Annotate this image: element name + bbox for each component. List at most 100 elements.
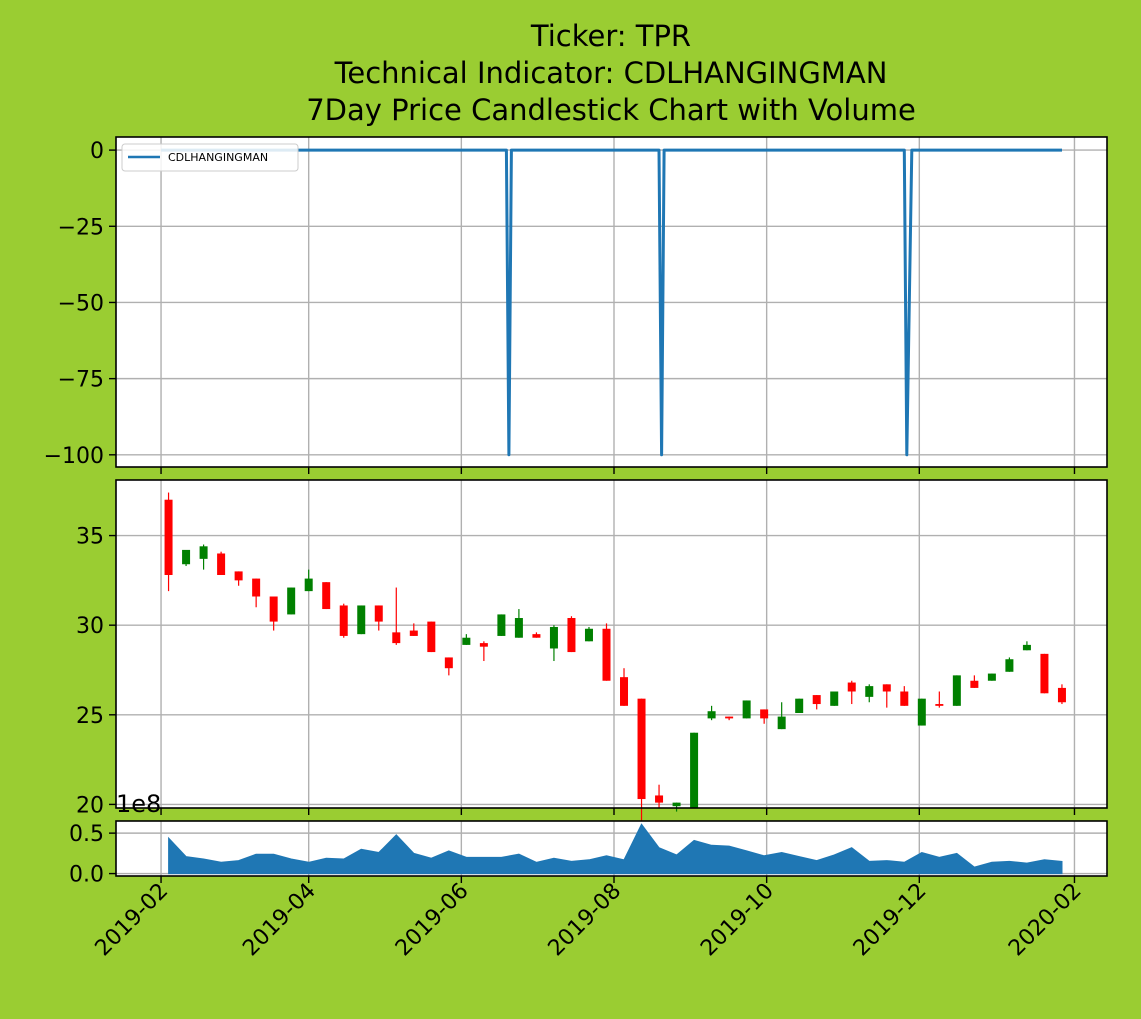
- candle: [1005, 657, 1014, 672]
- y-tick-label: 0.5: [69, 822, 104, 847]
- candle: [584, 626, 593, 642]
- candle-body: [444, 657, 453, 669]
- candle-body: [637, 698, 646, 800]
- candle: [830, 691, 839, 706]
- price-grid: [116, 480, 1107, 808]
- candle: [690, 732, 699, 808]
- candle: [1022, 641, 1031, 651]
- candle-body: [409, 630, 418, 636]
- candle-body: [322, 582, 331, 610]
- candle: [900, 686, 909, 706]
- candle: [742, 700, 751, 719]
- candle-body: [269, 596, 278, 622]
- candle: [620, 668, 629, 706]
- candle-body: [987, 673, 996, 681]
- volume-series: [168, 823, 1063, 875]
- candle-body: [497, 614, 506, 636]
- indicator-y-axis: 0 −25 −50 −75 −100: [44, 139, 116, 469]
- candle: [865, 684, 874, 703]
- candle-body: [900, 691, 909, 706]
- candle-body: [655, 795, 664, 803]
- candle: [479, 641, 488, 662]
- candle: [252, 578, 261, 608]
- candle: [795, 698, 804, 714]
- figure-title: Ticker: TPR Technical Indicator: CDLHANG…: [306, 19, 916, 127]
- candle-body: [777, 716, 786, 730]
- title-line-3: 7Day Price Candlestick Chart with Volume: [306, 93, 916, 127]
- price-plot-area: [116, 480, 1107, 808]
- volume-multiplier-label: 1e8: [116, 790, 161, 818]
- volume-frame: [115, 820, 1108, 877]
- y-tick-label: 25: [76, 704, 104, 729]
- indicator-x-ticks: [160, 467, 1076, 474]
- y-tick-label: 30: [76, 614, 104, 639]
- legend-label: CDLHANGINGMAN: [168, 151, 268, 164]
- candle: [269, 596, 278, 631]
- candle-body: [427, 621, 436, 653]
- candle: [602, 623, 611, 681]
- y-tick-label: −100: [44, 444, 104, 469]
- candle-body: [304, 578, 313, 592]
- y-tick-label: 35: [76, 525, 104, 550]
- candle-body: [182, 549, 191, 565]
- candle-body: [392, 632, 401, 644]
- candle-body: [707, 711, 716, 719]
- candle-body: [357, 605, 366, 635]
- candle-body: [1057, 687, 1066, 703]
- candle-body: [514, 618, 523, 638]
- candle: [444, 657, 453, 676]
- candle: [637, 698, 646, 826]
- candle-body: [234, 571, 243, 581]
- candle-body: [584, 628, 593, 642]
- y-tick-label: 0.0: [69, 863, 104, 888]
- candle-body: [479, 643, 488, 647]
- candle: [882, 684, 891, 708]
- indicator-legend: CDLHANGINGMAN: [121, 143, 299, 172]
- candle: [532, 632, 541, 638]
- candle-body: [847, 682, 856, 692]
- candle-body: [690, 732, 699, 808]
- candle: [497, 614, 506, 636]
- candle-body: [164, 499, 173, 575]
- candle: [304, 569, 313, 592]
- candle-body: [952, 675, 961, 706]
- candle-body: [795, 698, 804, 714]
- y-tick-label: −75: [58, 368, 104, 393]
- candle-body: [742, 700, 751, 719]
- candle: [514, 609, 523, 638]
- candle: [392, 587, 401, 645]
- candle-body: [287, 587, 296, 615]
- candle-body: [1040, 653, 1049, 694]
- candle-body: [567, 618, 576, 653]
- candle-body: [935, 704, 944, 706]
- candle: [409, 623, 418, 636]
- candle: [339, 603, 348, 638]
- price-panel: 20 25 30 35: [76, 479, 1108, 826]
- candle-body: [1005, 659, 1014, 672]
- candle: [322, 582, 331, 610]
- candle-body: [532, 634, 541, 638]
- y-tick-label: 20: [76, 793, 104, 818]
- volume-y-axis: 0.0 0.5: [69, 822, 116, 888]
- candle-body: [760, 709, 769, 719]
- candle-body: [549, 626, 558, 649]
- candle-body: [830, 691, 839, 706]
- candle: [462, 634, 471, 645]
- candle: [725, 716, 734, 721]
- candle: [217, 551, 226, 575]
- candle: [917, 698, 926, 726]
- candle-body: [970, 680, 979, 688]
- candle-body: [882, 684, 891, 692]
- indicator-grid: [116, 137, 1107, 467]
- y-tick-label: 0: [90, 139, 104, 164]
- candle-body: [1022, 644, 1031, 651]
- y-tick-label: −50: [58, 291, 104, 316]
- candle-body: [620, 677, 629, 706]
- indicator-panel: 0 −25 −50 −75 −100 CDLHANGINGMAN: [44, 136, 1108, 474]
- candle: [987, 673, 996, 681]
- candle: [567, 616, 576, 653]
- candle-body: [917, 698, 926, 726]
- candle-body: [602, 628, 611, 681]
- candle: [234, 571, 243, 586]
- candle: [847, 680, 856, 705]
